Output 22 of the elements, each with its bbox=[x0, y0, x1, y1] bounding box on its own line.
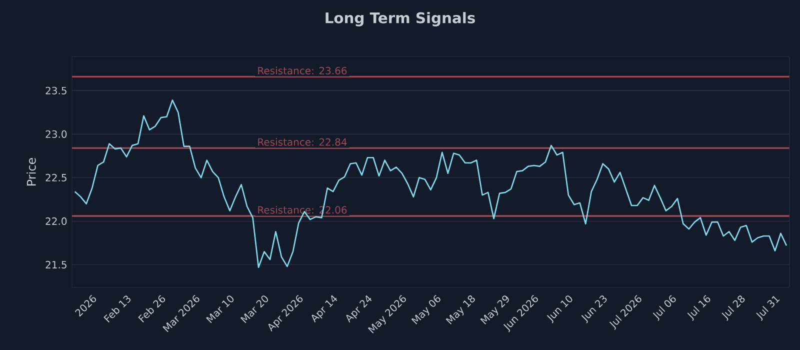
x-tick-label: Mar 10 bbox=[206, 296, 234, 324]
x-tick-label: Jul 31 bbox=[756, 296, 780, 321]
ref-line-label: Resistance: 23.66 bbox=[258, 66, 347, 74]
y-tick-label: 22.5 bbox=[46, 174, 66, 182]
x-tick-label: Apr 24 bbox=[346, 295, 372, 323]
x-tick-label: Jun 10 bbox=[546, 296, 572, 324]
y-tick-label: 21.5 bbox=[46, 260, 66, 268]
x-tick-label: Jul 28 bbox=[722, 296, 745, 321]
line-series bbox=[74, 100, 788, 268]
ref-line-label: Resistance: 22.84 bbox=[258, 138, 347, 146]
x-tick-label: Jun 23 bbox=[581, 296, 607, 324]
x-tick-label: Jul 06 bbox=[652, 295, 676, 321]
y-tick-label: 23.5 bbox=[46, 86, 66, 94]
x-tick-label: Feb 26 bbox=[138, 295, 166, 322]
x-tick-label: Jul 16 bbox=[687, 295, 710, 321]
y-tick-label: 23.0 bbox=[46, 130, 67, 138]
x-tick-label: Feb 13 bbox=[104, 296, 130, 322]
y-tick-label: 22.0 bbox=[46, 217, 67, 225]
x-tick-label: Mar 20 bbox=[240, 296, 268, 324]
x-tick-label: Apr 14 bbox=[312, 295, 338, 323]
chart-title: Long Term Signals bbox=[326, 12, 475, 26]
y-axis-title: Price bbox=[26, 158, 36, 186]
